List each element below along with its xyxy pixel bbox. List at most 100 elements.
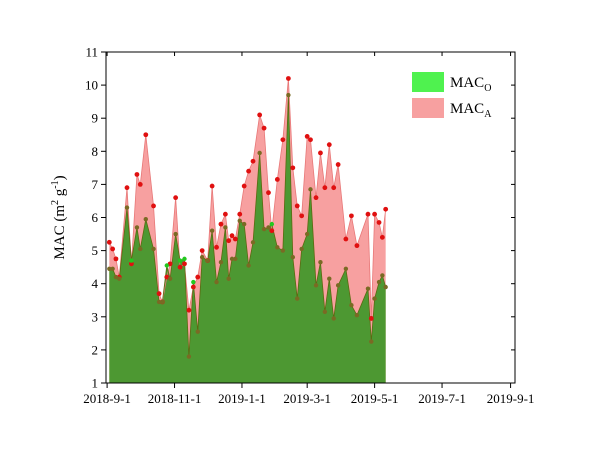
mac-o-point bbox=[173, 231, 178, 237]
mac-a-point bbox=[250, 158, 256, 164]
mac-o-point bbox=[233, 256, 238, 262]
mac-o-point bbox=[313, 283, 319, 288]
mac-o-point bbox=[372, 296, 377, 301]
mac-o-point bbox=[383, 284, 388, 290]
x-tick-label: 2019-1-1 bbox=[218, 391, 266, 406]
y-tick-label: 4 bbox=[92, 276, 99, 291]
mac-a-point bbox=[186, 307, 192, 313]
mac-o-point bbox=[290, 255, 296, 260]
mac-a-point bbox=[237, 211, 243, 217]
legend-label-mac-a: MACA bbox=[450, 101, 492, 120]
mac-a-point bbox=[280, 137, 286, 143]
mac-a-point bbox=[124, 185, 130, 191]
mac-o-point bbox=[369, 339, 374, 344]
mac-a-point bbox=[383, 206, 389, 212]
mac-a-point bbox=[368, 316, 374, 321]
mac-a-point bbox=[294, 203, 300, 209]
mac-o-point bbox=[151, 246, 156, 252]
mac-o-point bbox=[124, 205, 130, 210]
mac-o-point bbox=[177, 258, 183, 263]
mac-o-point bbox=[117, 276, 122, 281]
mac-o-point bbox=[286, 92, 291, 98]
mac-o-point bbox=[295, 296, 300, 301]
mac-o-point bbox=[237, 218, 242, 224]
y-tick-label: 11 bbox=[85, 45, 98, 60]
mac-a-point bbox=[195, 274, 201, 280]
x-tick-label: 2018-11-1 bbox=[148, 391, 202, 406]
mac-o-point bbox=[182, 256, 187, 262]
mac-o-point bbox=[160, 299, 165, 305]
mac-a-point bbox=[241, 183, 247, 189]
mac-a-point bbox=[106, 239, 112, 245]
y-tick-label: 9 bbox=[92, 111, 99, 126]
legend-swatch-mac-a bbox=[412, 98, 444, 118]
x-tick-label: 2019-5-1 bbox=[351, 391, 399, 406]
mac-a-point bbox=[232, 236, 238, 242]
y-tick-label: 10 bbox=[85, 78, 98, 93]
plot-area bbox=[106, 76, 389, 383]
mac-o-point bbox=[304, 231, 310, 237]
legend: MACO MACA bbox=[412, 72, 492, 120]
mac-a-point bbox=[285, 76, 291, 81]
mac-a-point bbox=[190, 284, 196, 290]
mac-a-point bbox=[343, 236, 349, 242]
mac-o-point bbox=[365, 286, 371, 291]
mac-o-point bbox=[110, 266, 115, 272]
mac-a-point bbox=[182, 261, 187, 267]
mac-a-point bbox=[137, 182, 143, 187]
mac-o-point bbox=[250, 240, 256, 245]
mac-o-point bbox=[214, 279, 219, 285]
x-tick-label: 2019-9-1 bbox=[487, 391, 535, 406]
mac-a-line bbox=[108, 78, 387, 319]
mac-o-point bbox=[275, 245, 280, 250]
mac-a-point bbox=[335, 162, 341, 167]
y-tick-label: 7 bbox=[92, 177, 99, 192]
mac-o-point bbox=[107, 266, 112, 272]
mac-a-point bbox=[209, 183, 215, 189]
mac-o-point bbox=[229, 256, 235, 262]
mac-o-point bbox=[349, 303, 354, 308]
mac-a-point bbox=[304, 134, 310, 139]
x-tick-label: 2019-7-1 bbox=[418, 391, 466, 406]
mac-o-point bbox=[129, 258, 134, 263]
mac-o-point bbox=[308, 187, 313, 192]
mac-a-point bbox=[349, 213, 354, 219]
mac-o-point bbox=[199, 255, 205, 260]
mac-a-point bbox=[261, 125, 267, 131]
mac-o-point bbox=[331, 316, 336, 321]
mac-a-point bbox=[299, 213, 305, 219]
mac-o-point bbox=[186, 354, 192, 359]
mac-o-point bbox=[322, 309, 328, 315]
mac-o-point bbox=[318, 259, 323, 265]
mac-a-point bbox=[376, 220, 382, 225]
mac-a-point bbox=[173, 195, 179, 201]
mac-o-point bbox=[134, 225, 140, 230]
mac-o-point bbox=[195, 329, 200, 334]
mac-a-point bbox=[379, 234, 385, 240]
mac-o-point bbox=[113, 274, 119, 280]
y-tick-label: 1 bbox=[92, 376, 99, 391]
mac-a-point bbox=[214, 244, 219, 250]
y-tick-label: 6 bbox=[92, 210, 99, 225]
mac-o-point bbox=[266, 225, 271, 230]
mac-a-point bbox=[134, 172, 140, 177]
mac-a-point bbox=[354, 243, 360, 249]
x-tick-label: 2019-3-1 bbox=[283, 391, 331, 406]
mac-a-point bbox=[274, 177, 280, 182]
x-tick-label: 2018-9-1 bbox=[83, 391, 131, 406]
mac-o-point bbox=[209, 228, 215, 233]
mac-o-point bbox=[156, 299, 162, 305]
mac-a-point bbox=[151, 203, 156, 209]
mac-o-point bbox=[280, 248, 286, 253]
mac-o-point bbox=[257, 150, 262, 156]
mac-a-point bbox=[229, 233, 235, 239]
mac-o-point bbox=[354, 312, 360, 318]
mac-o-point bbox=[343, 266, 349, 272]
mac-a-point bbox=[218, 221, 224, 227]
mac-o-point bbox=[246, 263, 251, 268]
mac-o-point bbox=[191, 279, 196, 285]
mac-o-point bbox=[143, 216, 148, 222]
mac-a-point bbox=[266, 190, 271, 196]
mac-a-point bbox=[322, 185, 328, 191]
